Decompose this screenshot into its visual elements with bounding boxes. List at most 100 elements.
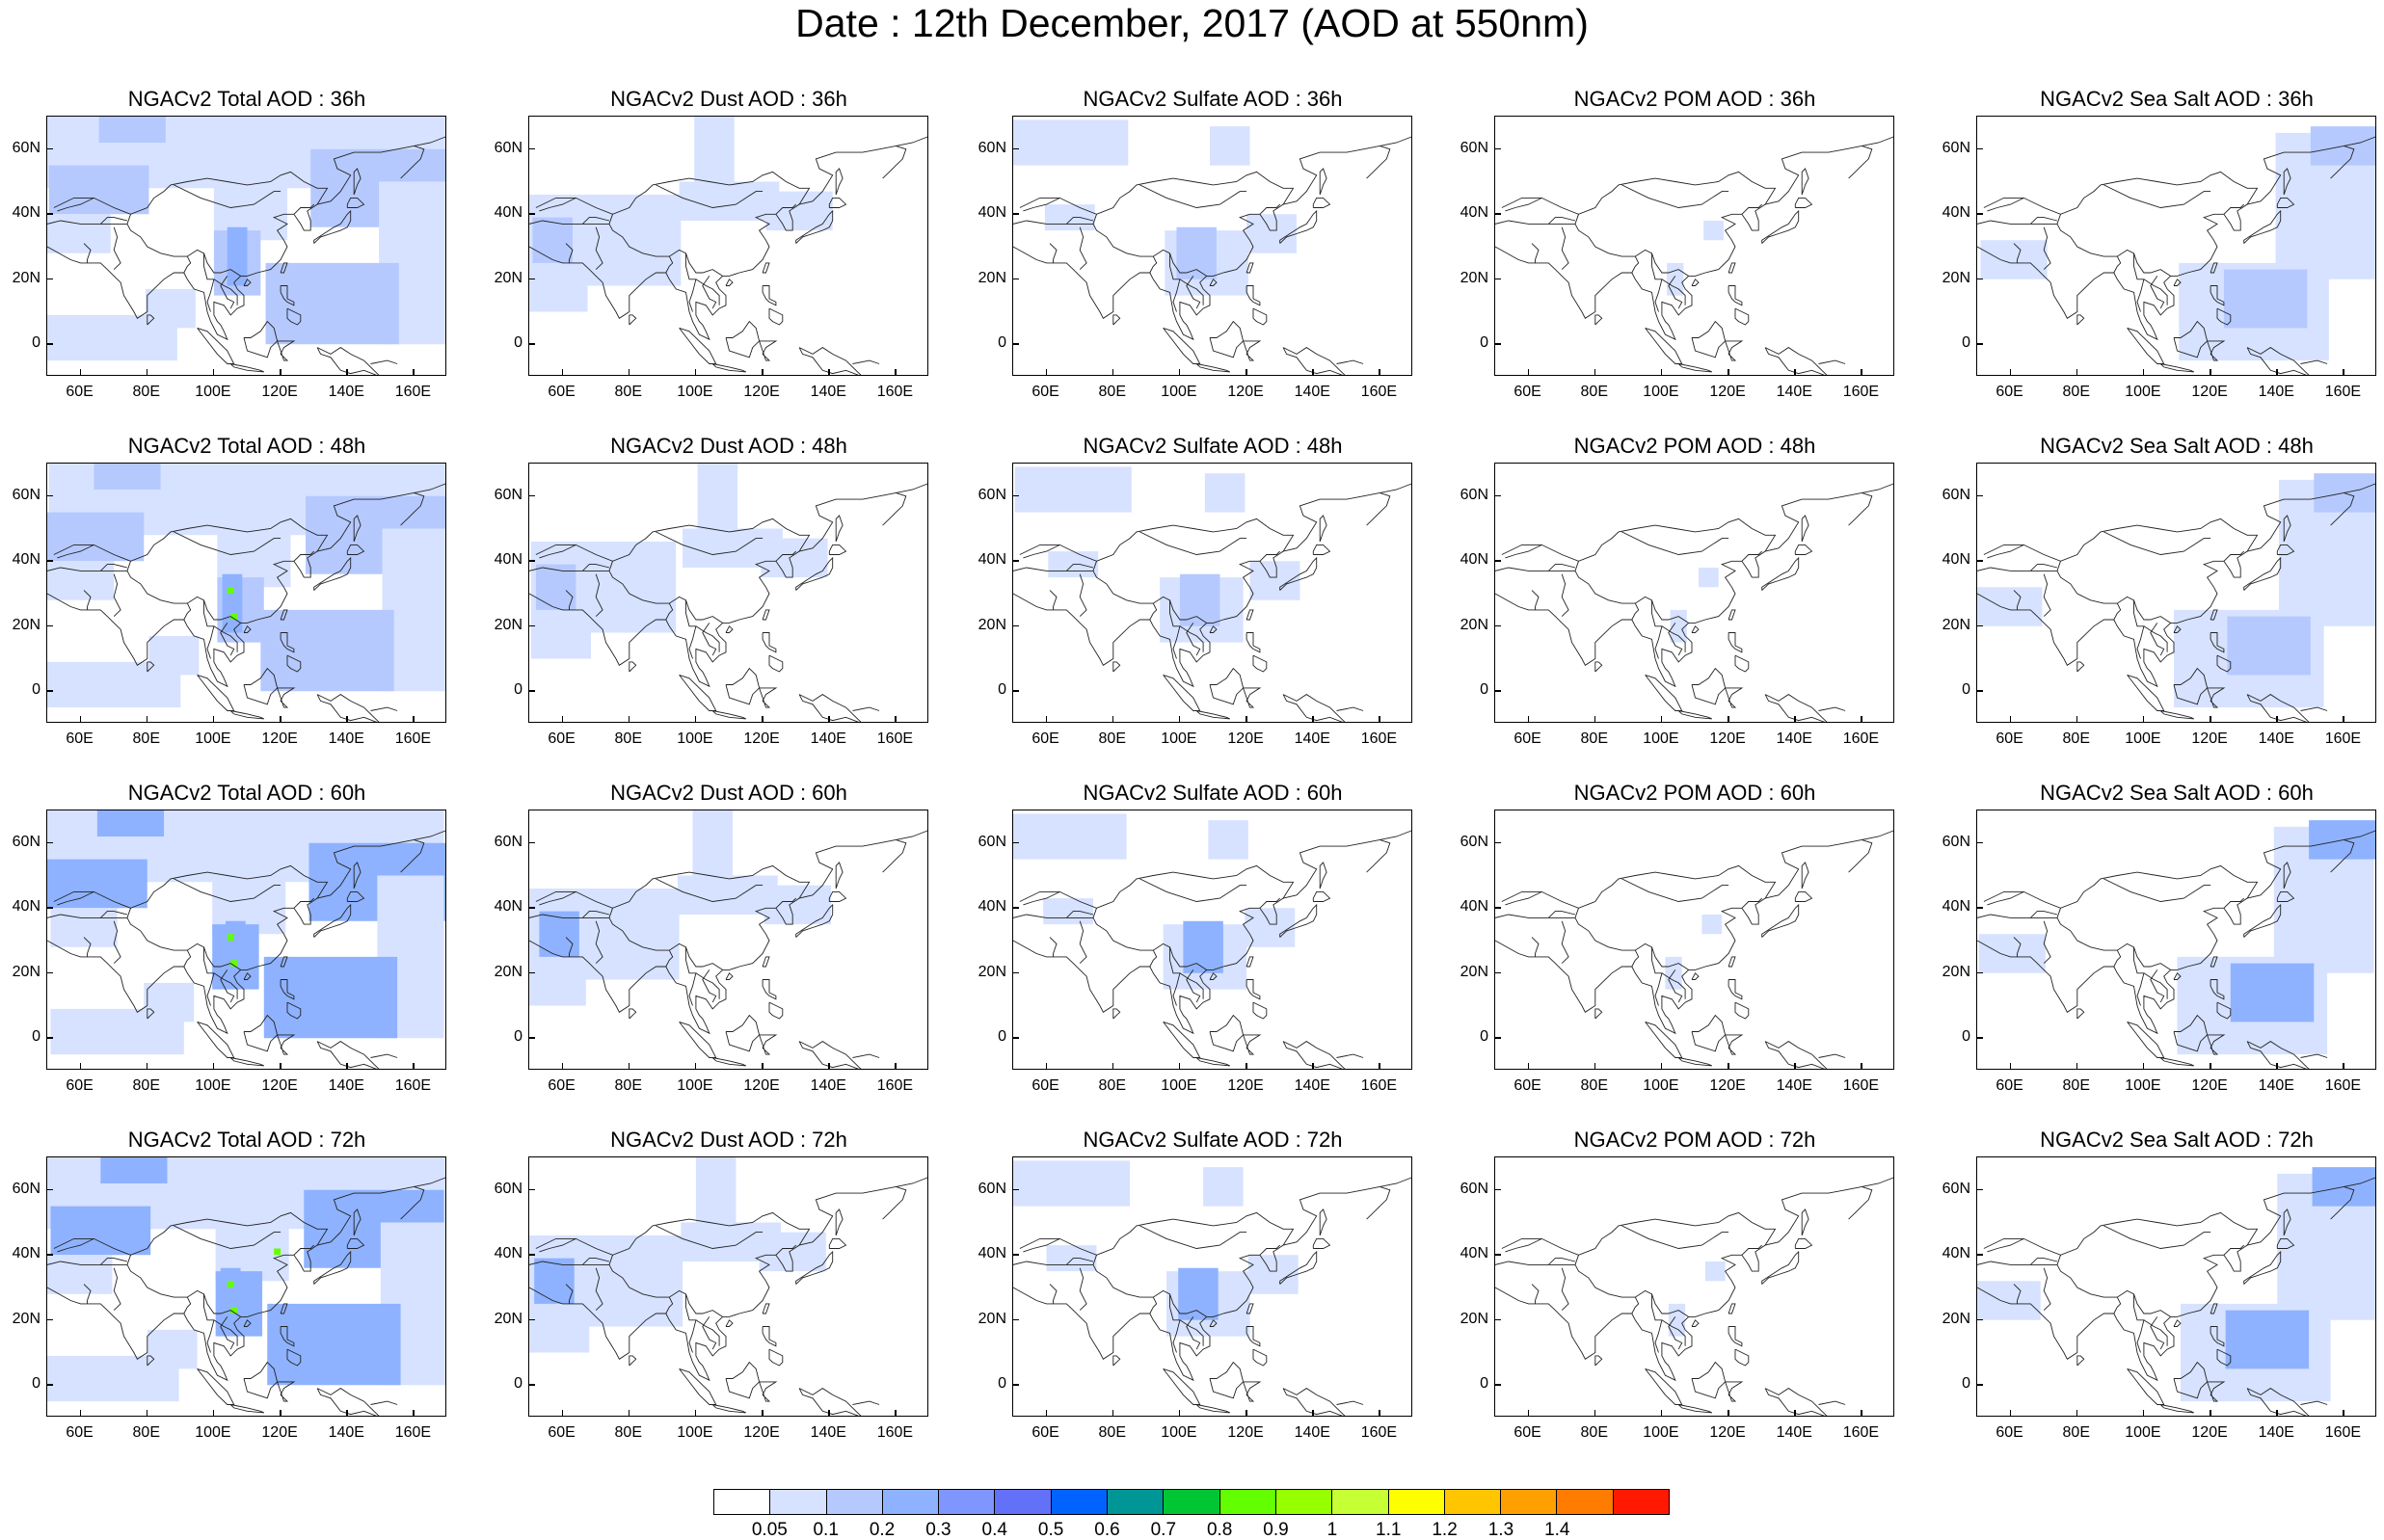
coastline xyxy=(220,1316,235,1350)
x-tick-mark xyxy=(895,716,897,723)
y-tick-mark xyxy=(528,907,535,909)
y-tick-label: 60N xyxy=(494,1180,522,1197)
coastline xyxy=(1594,1355,1603,1367)
x-tick-label: 80E xyxy=(1098,1077,1126,1094)
x-tick-label: 80E xyxy=(132,730,160,747)
map-canvas xyxy=(529,1157,927,1416)
coastline xyxy=(1531,590,1540,610)
coastline xyxy=(1621,531,1729,555)
coastline xyxy=(147,314,155,326)
x-tick-mark xyxy=(895,1410,897,1417)
x-tick-mark xyxy=(1794,1063,1796,1070)
coastline xyxy=(1977,567,2057,571)
y-tick-label: 0 xyxy=(514,681,522,699)
coastline xyxy=(203,252,215,312)
x-tick-mark xyxy=(2142,1063,2145,1070)
coastline xyxy=(2246,347,2310,375)
coastline xyxy=(1741,897,1763,909)
x-tick-label: 140E xyxy=(328,1077,364,1094)
x-tick-label: 120E xyxy=(2191,1424,2228,1441)
colorbar-swatch xyxy=(1164,1490,1220,1514)
coastline xyxy=(1574,561,1689,624)
x-tick-label: 160E xyxy=(2324,1077,2362,1094)
x-tick-mark xyxy=(146,1410,148,1417)
coastline xyxy=(1246,609,1254,621)
x-tick-mark xyxy=(146,716,148,723)
y-tick-mark xyxy=(1976,147,1983,150)
coastline xyxy=(679,1367,717,1405)
coastline xyxy=(702,623,717,656)
coastline xyxy=(539,890,576,906)
coastline xyxy=(2276,1237,2295,1249)
coastline xyxy=(835,862,844,889)
y-tick-label: 0 xyxy=(514,1375,522,1393)
y-tick-label: 40N xyxy=(494,1245,522,1262)
map-canvas xyxy=(1977,820,2375,1069)
y-tick-label: 0 xyxy=(1480,681,1488,699)
coastline xyxy=(280,979,295,1000)
y-tick-label: 20N xyxy=(1460,616,1488,633)
y-tick-mark xyxy=(46,971,53,974)
x-tick-label: 140E xyxy=(1294,1424,1330,1441)
x-tick-mark xyxy=(694,1063,697,1070)
coastline xyxy=(99,1258,128,1265)
coastline xyxy=(1319,862,1327,889)
y-tick-label: 20N xyxy=(1460,269,1488,286)
coastline xyxy=(1691,320,1727,358)
y-tick-label: 20N xyxy=(494,963,522,980)
coastline xyxy=(535,518,811,562)
panel-title: NGACv2 Dust AOD : 72h xyxy=(610,1128,847,1152)
coastline xyxy=(1246,1326,1261,1347)
y-tick-mark xyxy=(1012,1318,1019,1321)
x-tick-label: 60E xyxy=(1513,384,1541,400)
aod-shading xyxy=(679,181,780,221)
coastline xyxy=(1531,243,1540,263)
aod-shading xyxy=(1980,240,2048,279)
x-tick-label: 100E xyxy=(195,1424,231,1441)
coastline xyxy=(2246,1041,2310,1069)
y-tick-mark xyxy=(46,560,53,562)
colorbar-label: 0.3 xyxy=(925,1520,951,1540)
coastline xyxy=(2210,956,2218,968)
x-tick-mark xyxy=(79,1410,82,1417)
coastline xyxy=(1013,914,1093,918)
y-tick-label: 40N xyxy=(1460,551,1488,569)
x-tick-label: 80E xyxy=(1098,1424,1126,1441)
y-tick-mark xyxy=(46,147,53,150)
coastline xyxy=(2210,632,2225,653)
aod-shading xyxy=(564,195,682,286)
y-tick-mark xyxy=(528,841,535,844)
coastline xyxy=(2243,556,2282,591)
y-tick-mark xyxy=(528,1037,535,1039)
y-tick-label: 20N xyxy=(494,269,522,286)
coastline xyxy=(565,1284,574,1304)
y-tick-mark xyxy=(1976,1384,1983,1386)
y-tick-mark xyxy=(528,213,535,215)
coastline xyxy=(656,184,763,208)
x-tick-label: 100E xyxy=(2125,1077,2161,1094)
coastline xyxy=(286,1348,302,1367)
map-panel xyxy=(46,810,446,1070)
coastline xyxy=(629,314,637,326)
colorbar-label: 1.2 xyxy=(1432,1520,1458,1540)
y-tick-label: 60N xyxy=(1460,486,1488,503)
coastline xyxy=(1725,1034,1744,1055)
x-tick-mark xyxy=(1178,369,1181,376)
coastline xyxy=(1079,226,1087,270)
y-tick-label: 0 xyxy=(32,1028,40,1046)
coastline xyxy=(539,1237,576,1253)
coastline xyxy=(1243,1381,1262,1402)
y-tick-label: 20N xyxy=(494,1310,522,1327)
x-tick-mark xyxy=(1660,716,1663,723)
coastline xyxy=(2330,1185,2355,1220)
coastline xyxy=(1079,1267,1087,1311)
aod-shading xyxy=(1044,204,1095,231)
y-tick-label: 0 xyxy=(1962,681,1970,699)
map-canvas xyxy=(1977,126,2375,375)
x-tick-label: 80E xyxy=(132,384,160,400)
coastline xyxy=(1065,911,1094,918)
coastline xyxy=(695,1319,720,1346)
coastline xyxy=(1019,1211,1295,1256)
y-tick-mark xyxy=(1012,971,1019,974)
map-panel xyxy=(1494,810,1894,1070)
